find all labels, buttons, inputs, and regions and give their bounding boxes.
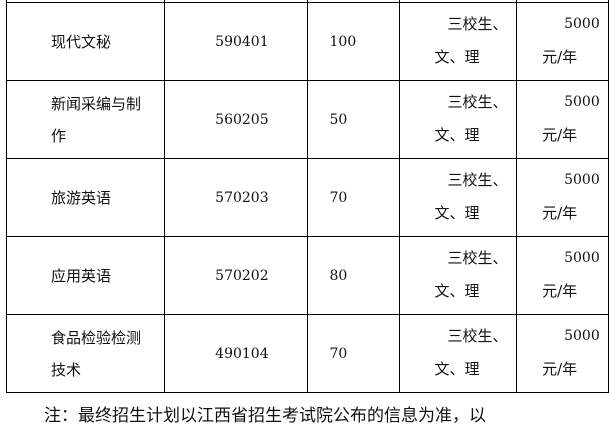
requirement-line2: 文、理 bbox=[434, 48, 480, 66]
tuition-unit: 元/年 bbox=[542, 48, 578, 66]
tuition-cell: 5000 元/年 bbox=[516, 314, 609, 393]
enrollment-count: 100 bbox=[306, 2, 401, 81]
tuition-amount: 5000 bbox=[564, 16, 600, 32]
program-table: 现代文秘 590401 100 三校生、 文、理 5000 元/年 新闻采编与制作 5… bbox=[5, 0, 609, 393]
tuition-amount: 5000 bbox=[564, 328, 600, 344]
enrollment-count: 70 bbox=[306, 314, 401, 393]
tuition-unit: 元/年 bbox=[542, 360, 578, 378]
requirement-line1: 三校生、 bbox=[447, 171, 508, 189]
requirement-cell: 三校生、文、理 bbox=[399, 80, 518, 159]
tuition-amount: 5000 bbox=[564, 172, 600, 188]
requirement-line1: 三校生、 bbox=[447, 93, 508, 111]
tuition-amount: 5000 bbox=[564, 250, 600, 266]
tuition-cell: 5000 元/年 bbox=[516, 80, 609, 159]
program-name: 旅游英语 bbox=[5, 158, 166, 237]
requirement-cell: 三校生、文、理 bbox=[399, 314, 518, 393]
tuition-cell: 5000 元/年 bbox=[516, 158, 609, 237]
requirement-cell: 三校生、文、理 bbox=[399, 158, 518, 237]
tuition-unit: 元/年 bbox=[542, 126, 578, 144]
program-code: 590401 bbox=[164, 2, 308, 81]
table-row: 旅游英语 570203 70 三校生、文、理 5000 元/年 bbox=[5, 158, 609, 237]
requirement-line2: 文、理 bbox=[434, 126, 480, 144]
requirement-cell: 三校生、文、理 bbox=[399, 2, 518, 81]
tuition-cell: 5000 元/年 bbox=[516, 2, 609, 81]
program-name: 应用英语 bbox=[5, 236, 166, 315]
table-row: 新闻采编与制作 560205 50 三校生、文、理 5000 元/年 bbox=[5, 80, 609, 159]
requirement-line1: 三校生、 bbox=[447, 327, 508, 345]
table-row: 应用英语 570202 80 三校生、文、理 5000 元/年 bbox=[5, 236, 609, 315]
requirement-line1: 三校生、 bbox=[447, 249, 508, 267]
table-row: 现代文秘 590401 100 三校生、文、理 5000 元/年 bbox=[5, 2, 609, 81]
requirement-cell: 三校生、文、理 bbox=[399, 236, 518, 315]
program-name: 新闻采编与制作 bbox=[5, 80, 166, 159]
enrollment-count: 80 bbox=[306, 236, 401, 315]
requirement-line2: 文、理 bbox=[434, 282, 480, 300]
program-code: 560205 bbox=[164, 80, 308, 159]
program-name: 现代文秘 bbox=[5, 2, 166, 81]
program-code: 570203 bbox=[164, 158, 308, 237]
requirement-line2: 文、理 bbox=[434, 360, 480, 378]
program-code: 490104 bbox=[164, 314, 308, 393]
tuition-cell: 5000 元/年 bbox=[516, 236, 609, 315]
enrollment-count: 70 bbox=[306, 158, 401, 237]
requirement-line2: 文、理 bbox=[434, 204, 480, 222]
tuition-unit: 元/年 bbox=[542, 282, 578, 300]
program-name: 食品检验检测技术 bbox=[5, 314, 166, 393]
enrollment-count: 50 bbox=[306, 80, 401, 159]
table-row: 食品检验检测技术 490104 70 三校生、文、理 5000 元/年 bbox=[5, 314, 609, 393]
requirement-line1: 三校生、 bbox=[447, 15, 508, 33]
tuition-unit: 元/年 bbox=[542, 204, 578, 222]
footnote: 注：最终招生计划以江西省招生考试院公布的信息为准，以 bbox=[44, 406, 486, 426]
program-code: 570202 bbox=[164, 236, 308, 315]
tuition-amount: 5000 bbox=[564, 94, 600, 110]
